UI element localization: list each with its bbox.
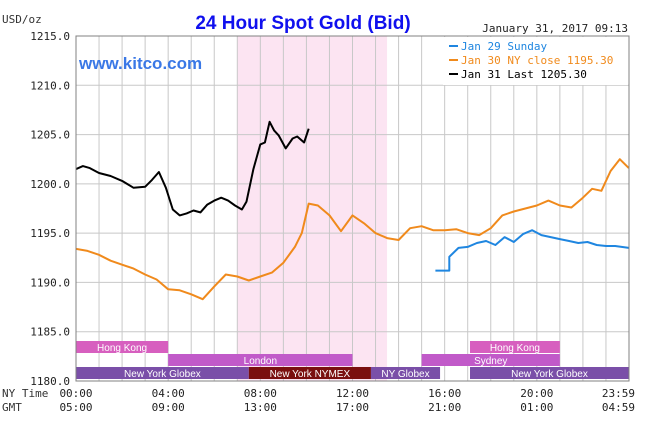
x-tick-label: 17:00 [336,401,369,414]
session-label: Hong Kong [490,343,540,354]
chart-title: 24 Hour Spot Gold (Bid) [195,13,410,34]
session-label: New York Globex [124,369,201,380]
x-tick-label: 08:00 [244,387,277,400]
session-bar [76,341,169,353]
watermark-text: www.kitco.com [78,54,202,73]
x-tick-label: 04:00 [152,387,185,400]
x-tick-label: 09:00 [152,401,185,414]
session-bar [421,354,560,366]
x-tick-label: 13:00 [244,401,277,414]
session-bar [76,367,249,379]
x-axis-row-label: GMT [2,401,22,414]
legend-entry: Jan 29 Sunday [461,40,547,53]
y-tick-label: 1210.0 [30,79,70,92]
session-bar [470,341,560,353]
x-tick-label: 00:00 [59,387,92,400]
session-label: Hong Kong [97,343,147,354]
session-label: New York Globex [511,369,588,380]
highlight-band [237,36,388,381]
series-line-3 [76,120,310,217]
x-tick-label: 16:00 [428,387,461,400]
x-tick-label: 23:59 [602,387,635,400]
session-label: NY Globex [381,369,429,380]
series-line-1 [435,229,629,272]
legend-box [443,37,628,85]
y-tick-label: 1190.0 [30,276,70,289]
series-line-2 [76,158,629,301]
x-tick-label: 01:00 [520,401,553,414]
y-tick-label: 1180.0 [30,375,70,388]
y-tick-label: 1195.0 [30,227,70,240]
x-tick-label: 21:00 [428,401,461,414]
session-label: Sydney [474,356,507,367]
y-tick-label: 1185.0 [30,326,70,339]
legend-entry: Jan 30 NY close 1195.30 [461,54,613,67]
x-tick-label: 04:59 [602,401,635,414]
x-tick-label: 05:00 [59,401,92,414]
session-bar [370,367,441,379]
x-tick-label: 20:00 [520,387,553,400]
legend-entry: Jan 31 Last 1205.30 [461,68,587,81]
chart-timestamp: January 31, 2017 09:13 [482,22,628,35]
x-tick-label: 12:00 [336,387,369,400]
session-bar [470,367,629,379]
session-bar [248,367,371,379]
y-tick-label: 1205.0 [30,129,70,142]
session-label: New York NYMEX [270,369,351,380]
session-label: London [244,356,277,367]
y-tick-label: 1215.0 [30,30,70,43]
y-axis-unit-label: USD/oz [2,13,42,26]
session-bar [168,354,353,366]
plot-frame [75,35,630,382]
y-tick-label: 1200.0 [30,178,70,191]
x-axis-row-label: NY Time [2,387,48,400]
